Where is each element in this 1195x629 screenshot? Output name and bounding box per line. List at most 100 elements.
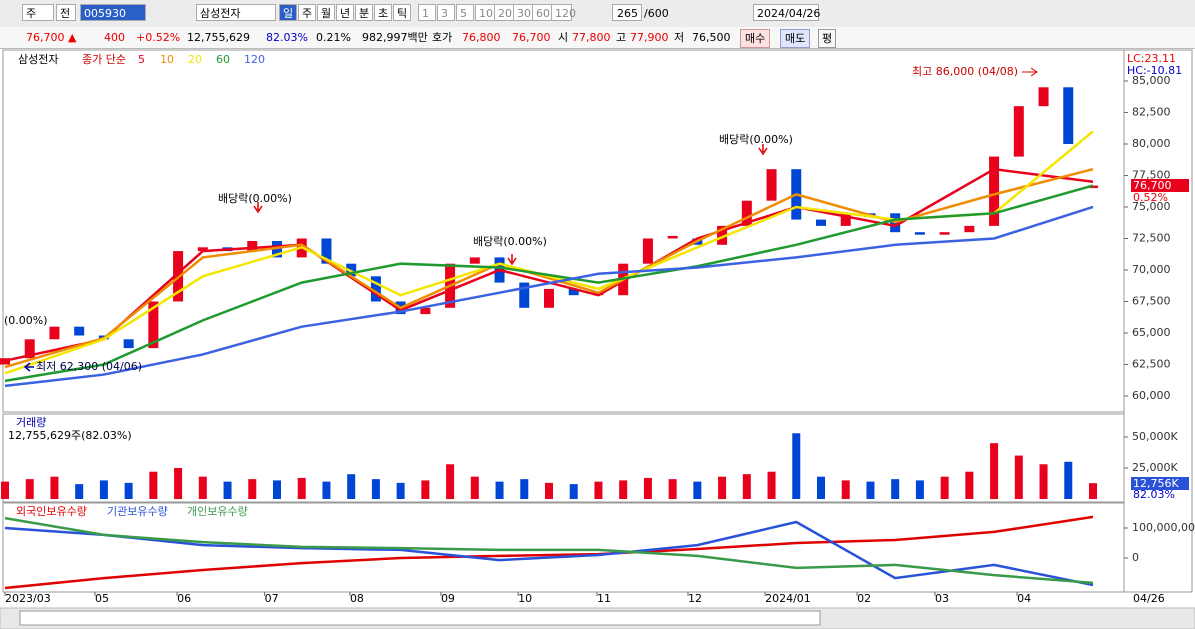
unit-button[interactable]: 1 [418,4,436,21]
date[interactable]: 2024/04/26 [753,4,820,21]
low-arrow [23,362,34,372]
count[interactable]: 265 [612,4,642,21]
period-button[interactable]: 분 [355,4,373,21]
candle [370,276,381,302]
volume-bar [940,476,949,499]
mode[interactable]: 전 [56,4,76,21]
event-arrow [758,144,768,156]
quote-change: 400 [104,31,125,44]
volume-bar [742,474,751,499]
volume-bar [891,479,900,499]
buy-button[interactable]: 매수 [740,29,771,48]
candle [964,225,975,233]
volume-bar [421,480,430,499]
legend-entry: 60 [216,53,230,66]
quote-low-label: 저 [674,31,685,44]
legend-entry: 20 [188,53,202,66]
annotation: 배당락(0.00%) [218,192,292,205]
quote-bar: 76,700 ▲ 400 +0.52% 12,755,629 82.03% 0.21% 982… [0,27,1195,49]
quote-turnover: 0.21% [316,31,351,44]
period-button[interactable]: 일 [279,4,297,21]
volume-bar [817,476,825,499]
candle [692,238,703,245]
high-arrow [1022,67,1038,77]
unit-button[interactable]: 10 [475,4,496,21]
volume-bar [990,443,999,499]
stock-name[interactable]: 삼성전자 [196,4,276,21]
quote-open-label: 시 [558,31,569,44]
quote-high-label: 고 [616,31,627,44]
scroll-thumb [19,610,821,626]
period-button[interactable]: 년 [336,4,354,21]
volume-bar [643,477,652,499]
quote-open: 77,800 [572,31,611,44]
volume-bar [619,480,628,499]
candle [667,235,678,239]
candle [717,225,728,245]
x-tick-label: 02 [857,592,871,605]
event-arrow [507,254,517,266]
sell-button[interactable]: 매도 [780,29,811,48]
current-date: 04/26 [1133,592,1165,605]
x-tick-label: 10 [518,592,532,605]
candle [74,326,85,336]
scrollbar [0,607,1195,629]
volume-bar [1,481,9,499]
count-max: /600 [644,7,669,20]
candle [469,257,480,264]
market[interactable]: 주 [22,4,54,21]
annotation: 최저 62,300 (04/06) [36,360,142,373]
period-button[interactable]: 틱 [393,4,411,21]
ma-line [4,184,1094,383]
volume-bar [248,479,257,499]
y-tick-label: 75,000 [1132,200,1171,213]
unit-button[interactable]: 3 [437,4,455,21]
candle [618,263,629,296]
y-tick-label: 62,500 [1132,357,1171,370]
y-tick-label: 50,000K [1132,430,1178,443]
legend-entry: 10 [160,53,174,66]
ma-line [4,520,1094,587]
unit-button[interactable]: 5 [456,4,474,21]
y-tick-label: 25,000K [1132,461,1178,474]
hc-label: HC:-10.81 [1127,64,1182,77]
candle [766,169,777,201]
code[interactable]: 005930 [80,4,146,21]
ma-line [4,167,1094,369]
legend-entry: 120 [244,53,265,66]
period-button[interactable]: 월 [317,4,335,21]
candle [272,241,282,258]
y-tick-label: 80,000 [1132,137,1171,150]
avg-button[interactable]: 평 [818,29,837,48]
candle [568,288,579,296]
volume-bar [866,481,875,499]
quote-rate: +0.52% [136,31,181,44]
unit-button[interactable]: 20 [494,4,515,21]
volume-bar [223,481,232,499]
last-volume-rate: 82.03% [1133,488,1175,501]
x-tick-label: 12 [688,592,702,605]
y-tick-label: 65,000 [1132,326,1171,339]
unit-button[interactable]: 60 [532,4,553,21]
volume-bar [124,482,133,499]
annotation: (0.00%) [4,314,48,327]
volume-bar [1014,455,1023,499]
x-tick-label: 11 [597,592,611,605]
ma-line [4,515,1094,590]
legend-entry: 5 [138,53,145,66]
candle [1063,87,1074,144]
legend-prefix: 종가 단순 [82,53,126,66]
volume-bar [693,481,702,499]
period-button[interactable]: 주 [298,4,316,21]
quote-price: 76,700 [26,31,65,44]
volume-bar [99,480,108,499]
period-button[interactable]: 초 [374,4,392,21]
unit-button[interactable]: 120 [551,4,576,21]
legend-entry: 기관보유수량 [107,505,168,518]
unit-button[interactable]: 30 [513,4,534,21]
legend-entry: 외국인보유수량 [16,505,87,518]
x-tick-label: 2023/03 [5,592,51,605]
candle [914,232,925,235]
candle [519,282,530,308]
